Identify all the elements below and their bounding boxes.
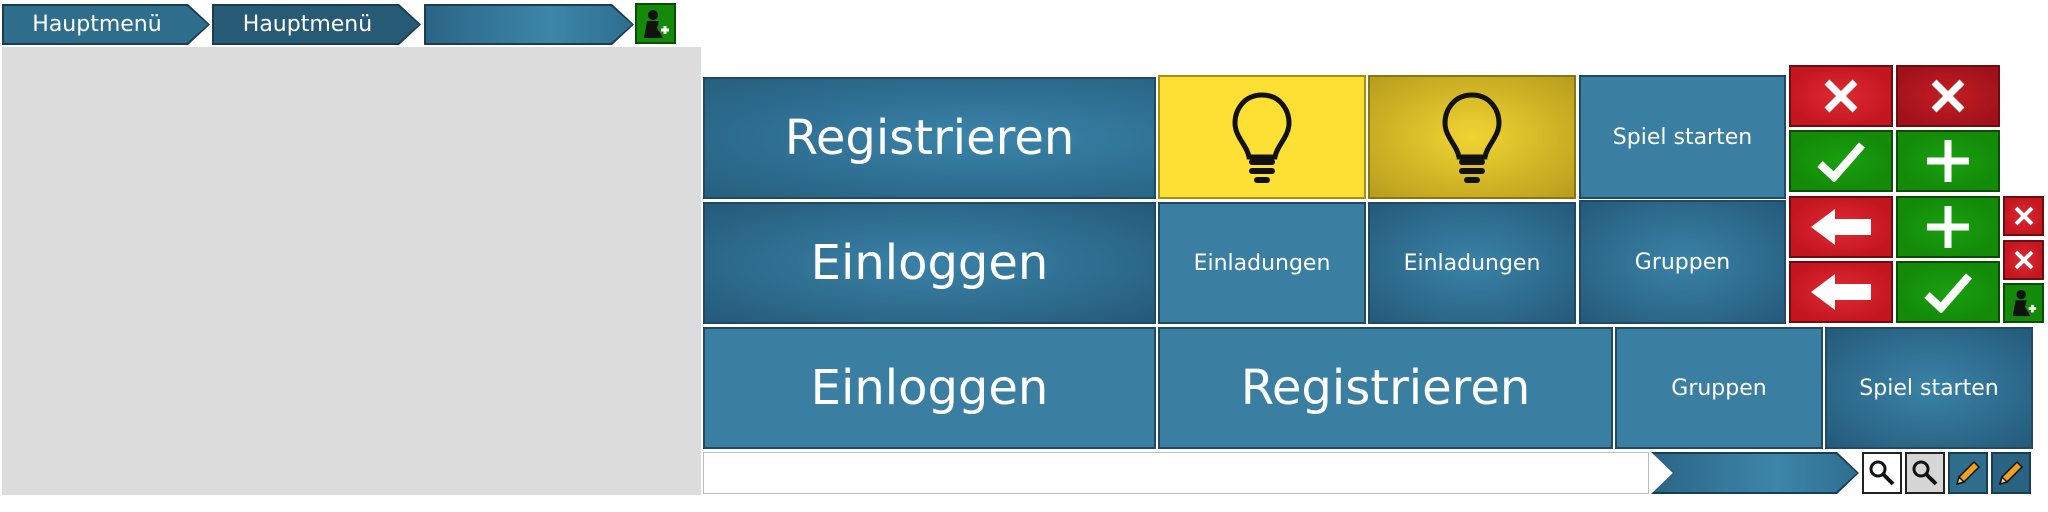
invitations-tile[interactable]: Einladungen	[1158, 202, 1366, 324]
content-panel	[2, 47, 701, 495]
login-label: Einloggen	[810, 235, 1049, 291]
register-tile-2[interactable]: Registrieren	[1158, 327, 1613, 449]
next-arrow-button[interactable]	[1651, 452, 1859, 494]
breadcrumb-label	[426, 6, 632, 43]
add-user-icon	[2012, 289, 2036, 317]
back-button-2[interactable]	[1789, 261, 1893, 323]
search-icon	[1869, 460, 1895, 486]
search-button-pressed[interactable]	[1905, 452, 1945, 494]
groups-label: Gruppen	[1671, 375, 1767, 401]
confirm-button[interactable]	[1789, 130, 1893, 192]
invitations-label: Einladungen	[1403, 250, 1541, 276]
lightbulb-icon	[1232, 92, 1292, 183]
register-label: Registrieren	[1240, 360, 1531, 416]
edit-button-pressed[interactable]	[1991, 452, 2031, 494]
close-button[interactable]	[1789, 65, 1893, 127]
check-icon	[1924, 273, 1973, 313]
hint-tile[interactable]	[1158, 75, 1366, 199]
login-tile-2[interactable]: Einloggen	[703, 327, 1156, 449]
pencil-icon	[1998, 460, 2024, 486]
add-button-2[interactable]	[1896, 196, 2000, 258]
close-button-pressed[interactable]	[1896, 65, 2000, 127]
groups-label: Gruppen	[1634, 249, 1731, 275]
search-button[interactable]	[1862, 452, 1902, 494]
register-tile[interactable]: Registrieren	[703, 77, 1156, 199]
confirm-button-2[interactable]	[1896, 261, 2000, 323]
edit-button[interactable]	[1948, 452, 1988, 494]
close-small-button-2[interactable]	[2003, 240, 2044, 280]
login-label: Einloggen	[810, 360, 1049, 416]
close-small-button[interactable]	[2003, 196, 2044, 236]
add-user-small-button[interactable]	[2003, 283, 2044, 323]
add-button[interactable]	[1896, 130, 2000, 192]
invitations-label: Einladungen	[1193, 250, 1331, 276]
pencil-icon	[1955, 460, 1981, 486]
register-label: Registrieren	[784, 110, 1075, 166]
close-icon	[1931, 79, 1965, 113]
hint-tile-active[interactable]	[1368, 75, 1576, 199]
close-icon	[2014, 206, 2033, 226]
lightbulb-icon	[1442, 92, 1502, 183]
breadcrumb-label: Hauptmenü	[4, 6, 208, 43]
plus-icon	[1927, 140, 1969, 182]
add-user-icon	[643, 9, 669, 38]
start-game-tile-2[interactable]: Spiel starten	[1825, 327, 2033, 449]
check-icon	[1817, 142, 1866, 182]
groups-tile-2[interactable]: Gruppen	[1615, 327, 1823, 449]
groups-tile[interactable]: Gruppen	[1579, 200, 1786, 324]
breadcrumb-empty[interactable]	[424, 4, 634, 45]
close-icon	[2014, 250, 2033, 270]
start-game-tile[interactable]: Spiel starten	[1579, 75, 1786, 199]
login-tile[interactable]: Einloggen	[703, 202, 1156, 324]
start-game-label: Spiel starten	[1612, 124, 1753, 150]
breadcrumb-label: Hauptmenü	[214, 6, 419, 43]
plus-icon	[1927, 206, 1969, 248]
search-icon	[1912, 460, 1938, 486]
arrow-left-icon	[1811, 274, 1871, 310]
back-button[interactable]	[1789, 196, 1893, 258]
start-game-label: Spiel starten	[1859, 375, 1999, 401]
add-user-button[interactable]	[635, 3, 676, 44]
arrow-left-icon	[1811, 209, 1871, 245]
close-icon	[1824, 79, 1858, 113]
breadcrumb-hauptmenu-2[interactable]: Hauptmenü	[212, 4, 421, 45]
breadcrumb-hauptmenu-1[interactable]: Hauptmenü	[2, 4, 210, 45]
search-input[interactable]	[703, 452, 1649, 494]
invitations-tile-active[interactable]: Einladungen	[1368, 202, 1576, 324]
next-arrow-fill	[1653, 454, 1857, 492]
